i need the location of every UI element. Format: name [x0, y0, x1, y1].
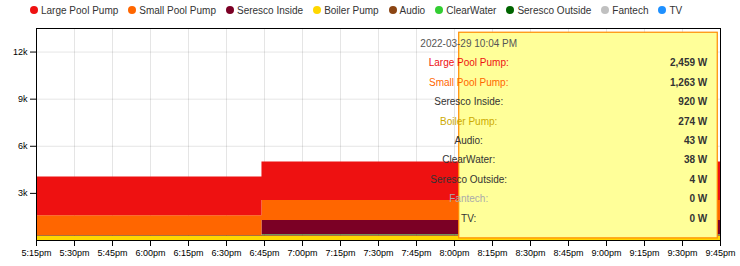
svg-text:Fantech:: Fantech:: [449, 193, 488, 204]
svg-text:7:30pm: 7:30pm: [363, 248, 393, 258]
svg-text:ClearWater:: ClearWater:: [442, 154, 495, 165]
svg-text:8:30pm: 8:30pm: [515, 248, 545, 258]
svg-text:6:30pm: 6:30pm: [211, 248, 241, 258]
svg-text:8:45pm: 8:45pm: [553, 248, 583, 258]
html-text:ClearWater: ClearWater: [446, 4, 497, 16]
html-text:Small Pool Pump: Small Pool Pump: [139, 4, 216, 16]
svg-text:6:45pm: 6:45pm: [249, 248, 279, 258]
html-text:Seresco Outside: Seresco Outside: [517, 4, 592, 16]
svg-text:274 W: 274 W: [678, 116, 707, 127]
svg-text:Seresco Inside:: Seresco Inside:: [434, 96, 503, 107]
svg-text:Large Pool Pump:: Large Pool Pump:: [429, 57, 509, 68]
svg-text:7:00pm: 7:00pm: [287, 248, 317, 258]
html-text:Seresco Inside: Seresco Inside: [237, 4, 304, 16]
svg-text:920 W: 920 W: [678, 96, 707, 107]
svg-text:3k: 3k: [18, 188, 28, 198]
svg-text:8:15pm: 8:15pm: [477, 248, 507, 258]
svg-text:2,459 W: 2,459 W: [670, 57, 708, 68]
svg-text:8:00pm: 8:00pm: [439, 248, 469, 258]
svg-text:9k: 9k: [18, 94, 28, 104]
svg-text:Small Pool Pump:: Small Pool Pump:: [429, 77, 508, 88]
svg-text:TV:: TV:: [461, 213, 476, 224]
svg-text:5:45pm: 5:45pm: [97, 248, 127, 258]
html-text:Large Pool Pump: Large Pool Pump: [41, 4, 119, 16]
svg-text:6k: 6k: [18, 141, 28, 151]
html-text:TV: TV: [669, 4, 683, 16]
html-text:Fantech: Fantech: [612, 4, 649, 16]
svg-text:38 W: 38 W: [684, 154, 708, 165]
svg-text:4 W: 4 W: [689, 174, 707, 185]
svg-text:5:15pm: 5:15pm: [21, 248, 51, 258]
svg-text:9:15pm: 9:15pm: [629, 248, 659, 258]
svg-text:6:00pm: 6:00pm: [135, 248, 165, 258]
svg-text:9:30pm: 9:30pm: [667, 248, 697, 258]
svg-text:Seresco Outside:: Seresco Outside:: [430, 174, 507, 185]
html-text:Audio: Audio: [399, 4, 426, 16]
svg-text:9:00pm: 9:00pm: [591, 248, 621, 258]
svg-text:0 W: 0 W: [689, 213, 707, 224]
svg-text:0 W: 0 W: [689, 193, 707, 204]
svg-text:9:45pm: 9:45pm: [705, 248, 735, 258]
svg-text:7:15pm: 7:15pm: [325, 248, 355, 258]
svg-text:Audio:: Audio:: [455, 135, 483, 146]
svg-text:2022-03-29 10:04 PM: 2022-03-29 10:04 PM: [420, 38, 517, 49]
svg-text:6:15pm: 6:15pm: [173, 248, 203, 258]
svg-text:1,263 W: 1,263 W: [670, 77, 708, 88]
svg-text:Boiler Pump:: Boiler Pump:: [440, 116, 497, 127]
svg-text:12k: 12k: [13, 47, 28, 57]
html-text:Boiler Pump: Boiler Pump: [324, 4, 379, 16]
svg-text:5:30pm: 5:30pm: [59, 248, 89, 258]
svg-text:7:45pm: 7:45pm: [401, 248, 431, 258]
svg-text:43 W: 43 W: [684, 135, 708, 146]
